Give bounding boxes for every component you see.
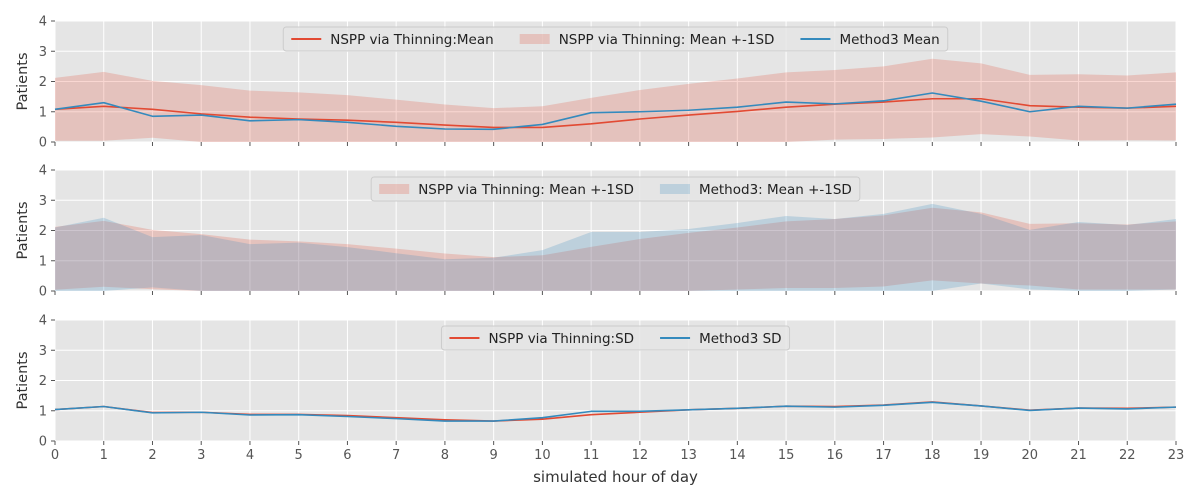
x-tick-label: 12 — [632, 448, 649, 463]
y-tick-label: 2 — [39, 75, 47, 90]
legend-label: Method3 Mean — [839, 32, 939, 48]
x-tick-label: 7 — [392, 448, 400, 463]
y-tick-label: 2 — [39, 374, 47, 389]
band-series — [55, 203, 1176, 291]
y-axis-label: Patients — [15, 201, 31, 259]
y-tick-label: 3 — [39, 45, 47, 60]
legend-label: NSPP via Thinning:Mean — [330, 32, 493, 48]
legend: NSPP via Thinning:Mean NSPP via Thinning:… — [282, 26, 949, 52]
panel-2: 0 1 2 3 4 Patients NSPP via Thinning: Mean +-1… — [15, 164, 1177, 300]
x-tick-label: 17 — [875, 448, 892, 463]
line-series — [54, 401, 1177, 422]
legend-label: NSPP via Thinning: Mean +-1SD — [559, 32, 775, 48]
x-tick-label: 9 — [490, 448, 498, 463]
y-tick-label: 2 — [39, 224, 47, 239]
legend-box — [282, 26, 949, 52]
x-tick-label: 4 — [246, 448, 254, 463]
x-tick-label: 11 — [583, 448, 600, 463]
y-tick-label: 0 — [39, 136, 47, 151]
x-tick-label: 22 — [1119, 448, 1136, 463]
x-tick-label: 3 — [197, 448, 205, 463]
y-tick-label: 4 — [39, 15, 47, 30]
legend-label: Method3 SD — [699, 331, 781, 347]
x-tick-label: 10 — [534, 448, 551, 463]
x-tick-label: 13 — [680, 448, 697, 463]
y-tick-label: 4 — [39, 314, 47, 329]
legend-label: Method3: Mean +-1SD — [699, 182, 852, 198]
x-tick-label: 18 — [924, 448, 941, 463]
x-tick-label: 0 — [51, 448, 59, 463]
y-tick-label: 1 — [39, 254, 47, 269]
y-axis-label: Patients — [15, 351, 31, 409]
y-axis-label: Patients — [15, 52, 31, 110]
legend: NSPP via Thinning:SD Method3 SD — [440, 325, 791, 351]
band-series — [55, 207, 1176, 291]
y-tick-label: 3 — [39, 344, 47, 359]
legend-swatch — [379, 184, 410, 194]
x-tick-label: 8 — [441, 448, 449, 463]
y-tick-label: 4 — [39, 164, 47, 179]
x-tick-label: 21 — [1070, 448, 1087, 463]
x-tick-label: 16 — [827, 448, 844, 463]
x-tick-label: 5 — [295, 448, 303, 463]
legend-swatch — [519, 34, 550, 44]
x-axis-label: simulated hour of day — [533, 468, 698, 486]
legend-swatch — [659, 184, 690, 194]
x-tick-label: 14 — [729, 448, 746, 463]
x-tick-label: 15 — [778, 448, 795, 463]
legend-box — [370, 176, 861, 202]
y-tick-label: 1 — [39, 105, 47, 120]
x-tick-label: 19 — [973, 448, 990, 463]
legend-label: NSPP via Thinning:SD — [488, 331, 634, 347]
line-series — [54, 92, 1177, 131]
x-tick-label: 6 — [343, 448, 351, 463]
x-tick-label: 1 — [100, 448, 108, 463]
y-tick-label: 1 — [39, 404, 47, 419]
x-tick-label: 23 — [1168, 448, 1185, 463]
legend-box — [440, 325, 791, 351]
legend-label: NSPP via Thinning: Mean +-1SD — [418, 182, 634, 198]
legend: NSPP via Thinning: Mean +-1SD Method3: Me… — [370, 176, 861, 202]
x-tick-label: 2 — [148, 448, 156, 463]
line-series — [54, 97, 1177, 129]
y-tick-label: 3 — [39, 194, 47, 209]
x-tick-label: 20 — [1022, 448, 1039, 463]
y-tick-label: 0 — [39, 285, 47, 300]
y-tick-label: 0 — [39, 435, 47, 450]
